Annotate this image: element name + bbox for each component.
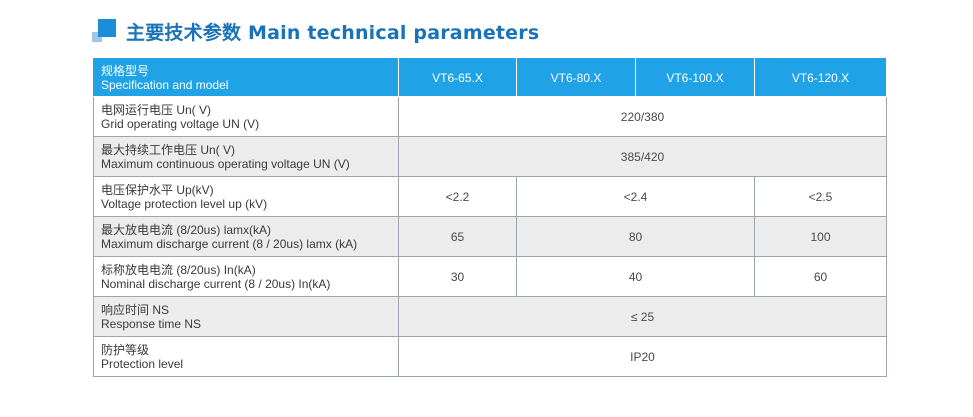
- section-heading: 主要技术参数 Main technical parameters: [92, 14, 539, 48]
- value-in-80-100: 40: [516, 256, 755, 297]
- header-label-zh: 规格型号: [101, 63, 150, 78]
- heading-square-icon: [92, 19, 118, 43]
- model-header-120: VT6-120.X: [754, 58, 887, 97]
- row-label-en: Maximum continuous operating voltage UN …: [101, 156, 350, 171]
- table-row: 最大放电电流 (8/20us) lamx(kA) Maximum dischar…: [93, 216, 887, 257]
- table-row: 防护等级 Protection level IP20: [93, 336, 887, 377]
- table-row: 电网运行电压 Un( V) Grid operating voltage UN …: [93, 96, 887, 137]
- value-up-120: <2.5: [754, 176, 887, 217]
- header-label-en: Specification and model: [101, 77, 229, 92]
- model-header-65: VT6-65.X: [398, 58, 517, 97]
- table-header-row: 规格型号 Specification and model VT6-65.X VT…: [93, 58, 887, 97]
- model-header-100: VT6-100.X: [635, 58, 755, 97]
- row-label-zh: 标称放电电流 (8/20us) In(kA): [101, 262, 256, 277]
- table-row: 标称放电电流 (8/20us) In(kA) Nominal discharge…: [93, 256, 887, 297]
- value-in-65: 30: [398, 256, 517, 297]
- row-label-en: Grid operating voltage UN (V): [101, 116, 260, 131]
- model-header-80: VT6-80.X: [516, 58, 636, 97]
- row-label-nominal-discharge-current: 标称放电电流 (8/20us) In(kA) Nominal discharge…: [93, 256, 399, 297]
- table-row: 响应时间 NS Response time NS ≤ 25: [93, 296, 887, 337]
- row-label-max-continuous-voltage: 最大持续工作电压 Un( V) Maximum continuous opera…: [93, 136, 399, 177]
- value-response-time: ≤ 25: [398, 296, 887, 337]
- value-imax-120: 100: [754, 216, 887, 257]
- row-label-response-time: 响应时间 NS Response time NS: [93, 296, 399, 337]
- header-label-cell: 规格型号 Specification and model: [93, 58, 399, 97]
- value-grid-voltage: 220/380: [398, 96, 887, 137]
- technical-parameters-table: 规格型号 Specification and model VT6-65.X VT…: [93, 58, 887, 377]
- value-up-65: <2.2: [398, 176, 517, 217]
- value-max-continuous-voltage: 385/420: [398, 136, 887, 177]
- row-label-zh: 电压保护水平 Up(kV): [101, 182, 214, 197]
- row-label-protection-class: 防护等级 Protection level: [93, 336, 399, 377]
- row-label-protection-level-up: 电压保护水平 Up(kV) Voltage protection level u…: [93, 176, 399, 217]
- table-row: 最大持续工作电压 Un( V) Maximum continuous opera…: [93, 136, 887, 177]
- table-row: 电压保护水平 Up(kV) Voltage protection level u…: [93, 176, 887, 217]
- section-title: 主要技术参数 Main technical parameters: [126, 21, 540, 44]
- value-protection-class: IP20: [398, 336, 887, 377]
- row-label-zh: 最大放电电流 (8/20us) lamx(kA): [101, 222, 272, 237]
- row-label-zh: 防护等级: [101, 342, 150, 357]
- value-imax-65: 65: [398, 216, 517, 257]
- row-label-en: Nominal discharge current (8 / 20us) In(…: [101, 276, 331, 291]
- row-label-en: Maximum discharge current (8 / 20us) lam…: [101, 236, 358, 251]
- value-in-120: 60: [754, 256, 887, 297]
- value-up-80-100: <2.4: [516, 176, 755, 217]
- row-label-en: Voltage protection level up (kV): [101, 196, 268, 211]
- row-label-zh: 最大持续工作电压 Un( V): [101, 142, 236, 157]
- row-label-en: Protection level: [101, 356, 184, 371]
- row-label-en: Response time NS: [101, 316, 202, 331]
- row-label-zh: 电网运行电压 Un( V): [101, 102, 212, 117]
- row-label-grid-voltage: 电网运行电压 Un( V) Grid operating voltage UN …: [93, 96, 399, 137]
- row-label-zh: 响应时间 NS: [101, 302, 170, 317]
- value-imax-80-100: 80: [516, 216, 755, 257]
- row-label-max-discharge-current: 最大放电电流 (8/20us) lamx(kA) Maximum dischar…: [93, 216, 399, 257]
